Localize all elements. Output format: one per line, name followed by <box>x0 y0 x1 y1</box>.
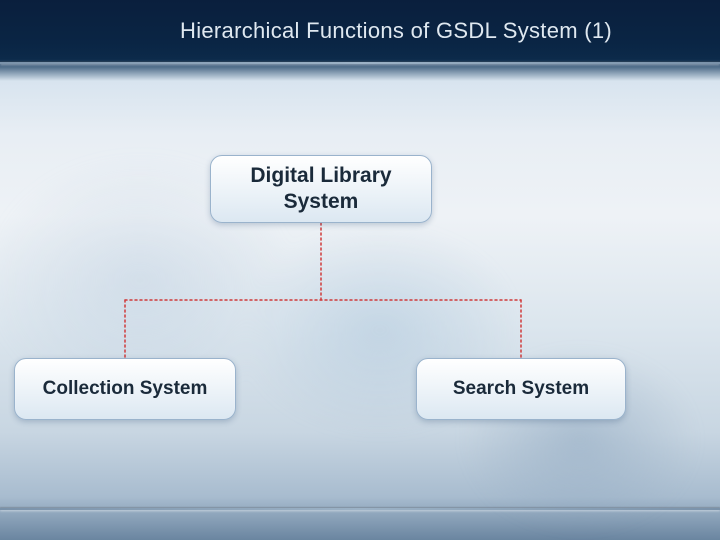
node-collection-label: Collection System <box>43 377 208 401</box>
background-blur <box>0 0 720 540</box>
divider-bottom <box>0 508 720 510</box>
slide: Hierarchical Functions of GSDL System (1… <box>0 0 720 540</box>
divider-top <box>0 62 720 64</box>
node-root: Digital LibrarySystem <box>210 155 432 223</box>
node-root-label: Digital LibrarySystem <box>250 163 391 216</box>
node-search-label: Search System <box>453 377 589 401</box>
node-search: Search System <box>416 358 626 420</box>
page-title: Hierarchical Functions of GSDL System (1… <box>180 18 700 44</box>
node-collection: Collection System <box>14 358 236 420</box>
